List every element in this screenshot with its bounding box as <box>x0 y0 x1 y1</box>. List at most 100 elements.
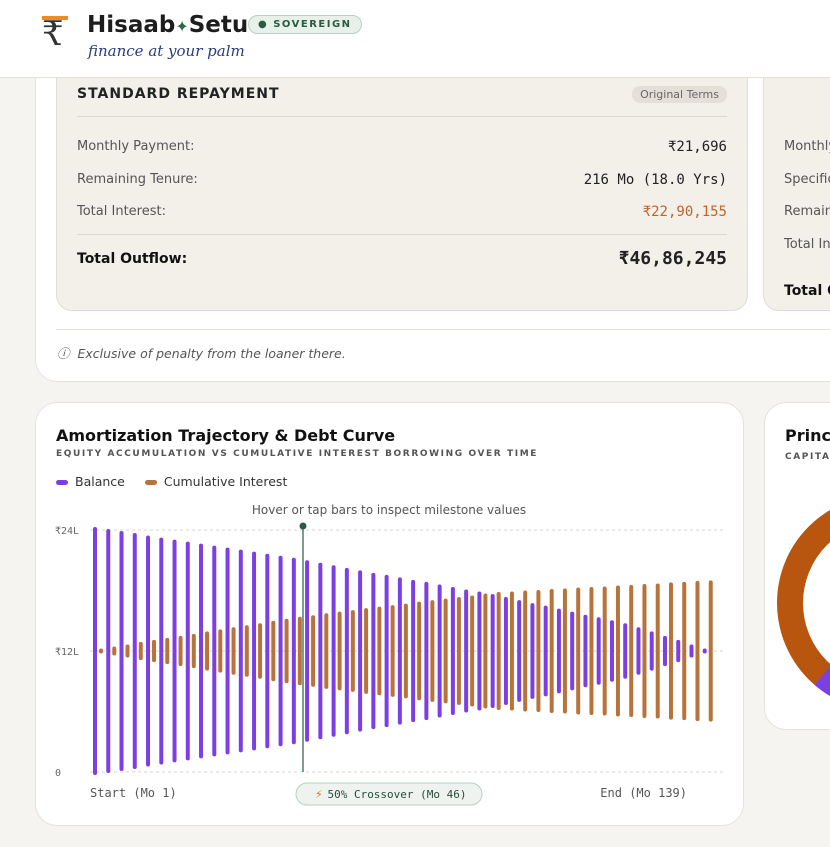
bar <box>642 583 647 719</box>
divider <box>56 329 830 330</box>
hint: Hover or tap bars to inspect milestone v… <box>252 503 526 517</box>
chart-title: Amortization Trajectory & Debt Curve <box>56 426 396 445</box>
bar <box>218 629 223 673</box>
x-end-label: End (Mo 139) <box>600 786 687 800</box>
badge: ● SOVEREIGN <box>248 15 362 34</box>
bar <box>403 603 408 699</box>
bar <box>125 644 130 658</box>
bar <box>503 597 508 705</box>
y-tick-label: ₹12L <box>55 647 79 658</box>
total-row: Total Outflow: ₹46,86,245 <box>77 248 727 269</box>
bar <box>649 631 654 671</box>
bar <box>344 567 349 735</box>
chart-subtitle: EQUITY ACCUMULATION VS CUMULATIVE INTERE… <box>56 449 539 459</box>
bar <box>377 606 382 696</box>
crossover-icon: ⚡ <box>315 788 323 801</box>
bar <box>629 584 634 718</box>
bar <box>483 593 488 709</box>
bar <box>530 603 535 699</box>
x-start-label: Start (Mo 1) <box>90 786 177 800</box>
bar <box>152 639 157 663</box>
bar <box>384 574 389 728</box>
bar <box>324 613 329 689</box>
legend-text: Balance <box>75 474 125 489</box>
bar <box>185 541 190 761</box>
legend-text: Cumulative Interest <box>163 474 288 489</box>
bar <box>265 553 270 749</box>
row-label: Total Interest: <box>77 204 166 219</box>
bar <box>602 586 607 716</box>
bar <box>490 594 495 708</box>
bar <box>119 531 124 771</box>
bar <box>668 582 673 720</box>
bar <box>615 585 620 717</box>
bar <box>496 592 501 710</box>
y-tick-label: 0 <box>55 768 61 779</box>
row: Monthly Payment: ₹21,696 <box>77 139 727 155</box>
bar <box>424 581 429 721</box>
bar <box>146 535 151 767</box>
standard-card: STANDARD REPAYMENT Original Terms Monthl… <box>56 41 748 311</box>
bar <box>297 616 302 686</box>
badge-text: SOVEREIGN <box>273 19 352 30</box>
bar <box>517 600 522 702</box>
bar <box>589 586 594 716</box>
chart-card: Amortization Trajectory & Debt Curve EQU… <box>35 402 744 826</box>
card-tag: Original Terms <box>632 86 727 103</box>
bar <box>562 588 567 714</box>
legend-item: Cumulative Interest <box>144 474 288 489</box>
row-value: ₹22,90,155 <box>642 204 727 220</box>
bar <box>337 611 342 691</box>
bar <box>238 549 243 753</box>
bar <box>350 610 355 692</box>
bar <box>456 597 461 705</box>
bar <box>244 625 249 677</box>
bar <box>570 611 575 691</box>
footnote: ⓘ Exclusive of penalty from the loaner t… <box>57 346 346 361</box>
logo: ₹ <box>42 14 64 54</box>
bar <box>708 580 713 722</box>
row-value: ₹21,696 <box>667 139 727 155</box>
brand: Hisaab✦Setu <box>87 12 249 38</box>
bar <box>397 577 402 725</box>
row-label: Monthly <box>784 139 830 154</box>
bar <box>138 641 143 661</box>
bar <box>231 627 236 675</box>
bar <box>702 648 707 654</box>
side-title: Princ <box>785 426 830 445</box>
y-tick-label: ₹24L <box>55 526 79 537</box>
bar <box>252 551 257 751</box>
accelerated-card: Monthly Specific Remain Total Int Total … <box>763 41 830 311</box>
total-label: Total Outflow: <box>77 251 188 267</box>
bar <box>689 644 694 658</box>
brand-right: Setu <box>188 12 249 38</box>
bar <box>430 600 435 702</box>
tagline: finance at your palm <box>88 42 245 60</box>
bar <box>172 539 177 763</box>
donut-ring <box>777 510 830 696</box>
divider <box>77 116 727 117</box>
row-label: Specific <box>784 172 830 187</box>
bar <box>470 595 475 707</box>
bar <box>106 528 111 774</box>
row-label: Total Int <box>784 237 830 252</box>
row-value: 216 Mo (18.0 Yrs) <box>583 172 727 188</box>
crossover-label: 50% Crossover (Mo 46) <box>327 788 466 801</box>
bar <box>477 591 482 711</box>
total-label: Total O <box>784 283 830 299</box>
bar <box>278 555 283 747</box>
bar <box>284 618 289 684</box>
bar <box>258 623 263 679</box>
bar <box>318 562 323 740</box>
bar <box>417 601 422 701</box>
bar <box>676 639 681 663</box>
chart: Hover or tap bars to inspect milestone v… <box>55 503 723 806</box>
donut-segment <box>814 666 830 696</box>
bar <box>549 588 554 714</box>
brand-left: Hisaab <box>87 12 176 38</box>
bar <box>199 543 204 759</box>
bar <box>159 537 164 765</box>
bar <box>523 590 528 712</box>
bar <box>437 584 442 718</box>
